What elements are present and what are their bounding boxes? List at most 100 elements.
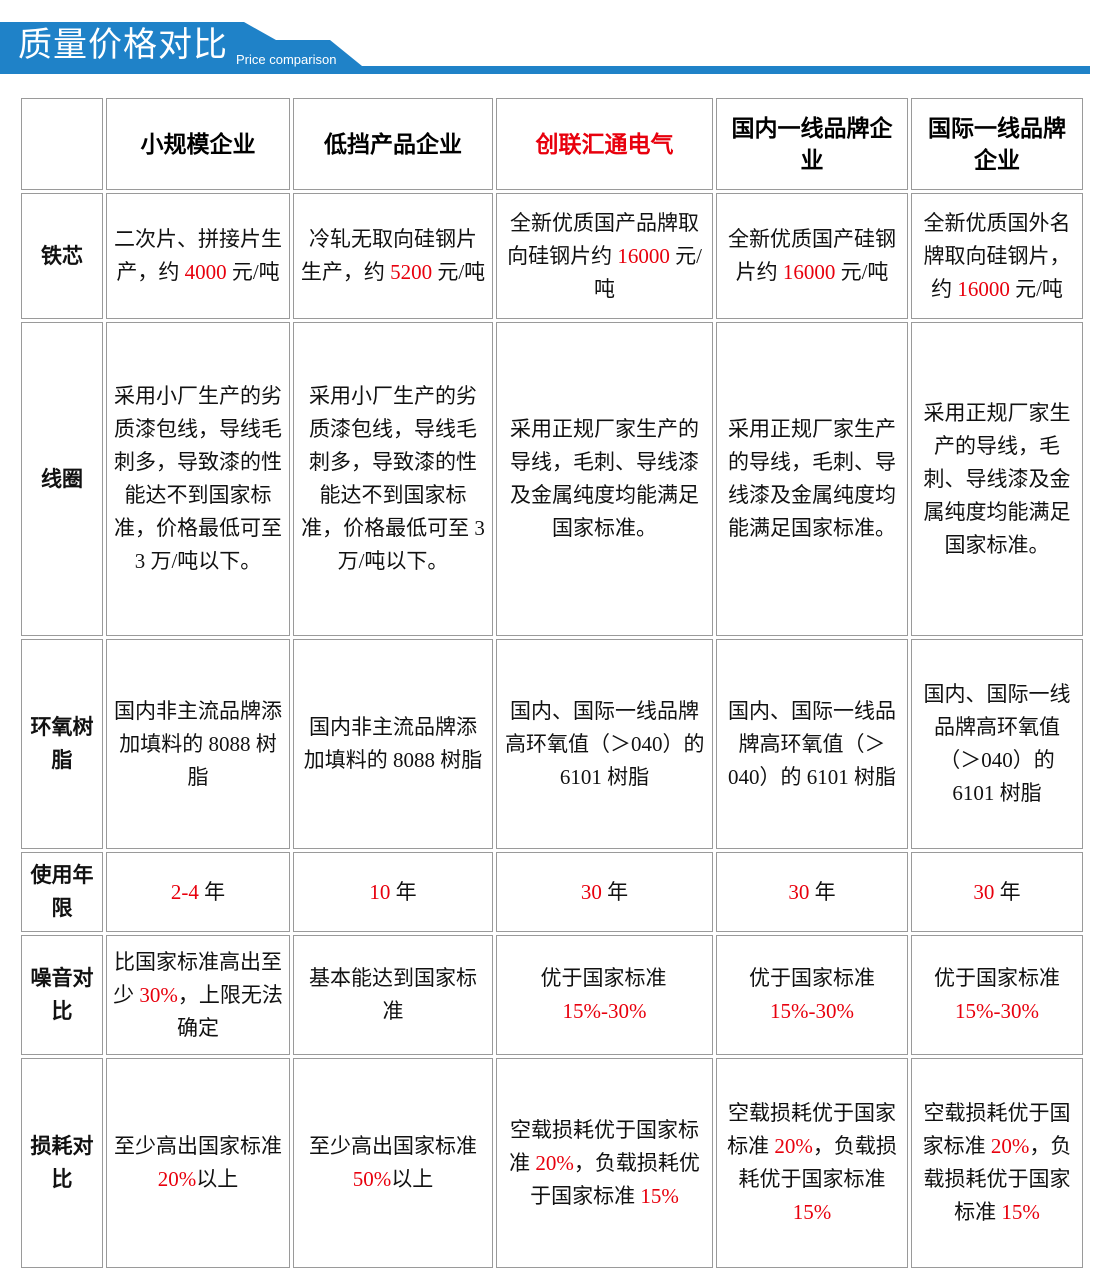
comparison-table-wrap: 小规模企业 低挡产品企业 创联汇通电气 国内一线品牌企业 国际一线品牌企业铁芯 二次片、拼… — [18, 95, 1083, 1271]
header-corner-cell — [21, 98, 103, 190]
table-row: 噪音对比 比国家标准高出至少 30%，上限无法确定 基本能达到国家标准 优于国家标准 … — [21, 935, 1083, 1055]
cell-text: 优于国家标准 15%-30% — [749, 966, 875, 1023]
table-cell: 优于国家标准 15%-30% — [716, 935, 908, 1055]
table-cell: 基本能达到国家标准 — [293, 935, 493, 1055]
cell-text: 基本能达到国家标准 — [309, 966, 477, 1023]
highlighted-value: 20% — [535, 1150, 574, 1175]
table-cell: 国内、国际一线品牌高环氧值（＞040）的 6101 树脂 — [496, 639, 713, 849]
highlighted-value: 10 — [369, 879, 391, 904]
table-cell: 国内、国际一线品牌高环氧值（＞040）的 6101 树脂 — [716, 639, 908, 849]
cell-text: 空载损耗优于国家标准 20%，负载损耗优于国家标准 15% — [507, 1116, 702, 1209]
column-header-label: 国际一线品牌企业 — [928, 115, 1066, 173]
highlighted-value: 15%-30% — [562, 999, 647, 1023]
row-label: 线圈 — [21, 322, 103, 636]
table-cell: 2-4 年 — [106, 852, 290, 932]
table-cell: 全新优质国产品牌取向硅钢片约 16000 元/吨 — [496, 193, 713, 319]
column-header-1: 小规模企业 — [106, 98, 290, 190]
cell-text: 30 年 — [578, 878, 631, 905]
cell-text: 空载损耗优于国家标准 20%，负载损耗优于国家标准 15% — [922, 1101, 1072, 1224]
comparison-table: 小规模企业 低挡产品企业 创联汇通电气 国内一线品牌企业 国际一线品牌企业铁芯 二次片、拼… — [18, 95, 1086, 1271]
highlighted-value: 30% — [139, 982, 178, 1007]
table-cell: 全新优质国外名牌取向硅钢片，约 16000 元/吨 — [911, 193, 1083, 319]
column-header-3: 创联汇通电气 — [496, 98, 713, 190]
cell-text: 全新优质国产硅钢片约 16000 元/吨 — [728, 227, 896, 284]
table-cell: 空载损耗优于国家标准 20%，负载损耗优于国家标准 15% — [716, 1058, 908, 1268]
highlighted-value: 16000 — [782, 260, 836, 284]
column-header-label: 低挡产品企业 — [324, 131, 462, 157]
highlighted-value: 30 — [973, 879, 995, 904]
highlighted-value: 15%-30% — [770, 999, 854, 1023]
table-cell: 采用正规厂家生产的导线，毛刺、导线漆及金属纯度均能满足国家标准。 — [911, 322, 1083, 636]
cell-text: 国内、国际一线品牌高环氧值（＞040）的 6101 树脂 — [728, 698, 896, 789]
highlighted-value: 50% — [352, 1167, 392, 1191]
cell-text: 采用正规厂家生产的导线，毛刺、导线漆及金属纯度均能满足国家标准。 — [728, 417, 896, 540]
cell-text: 30 年 — [973, 879, 1021, 904]
table-cell: 优于国家标准 15%-30% — [911, 935, 1083, 1055]
table-cell: 国内非主流品牌添加填料的 8088 树脂 — [293, 639, 493, 849]
table-cell: 国内非主流品牌添加填料的 8088 树脂 — [106, 639, 290, 849]
cell-text: 30 年 — [788, 879, 836, 904]
table-cell: 国内、国际一线品牌高环氧值（＞040）的 6101 树脂 — [911, 639, 1083, 849]
table-cell: 采用小厂生产的劣质漆包线，导线毛刺多，导致漆的性能达不到国家标准，价格最低可至 … — [293, 322, 493, 636]
table-row: 使用年限 2-4 年 10 年 30 年 30 年 30 年 — [21, 852, 1083, 932]
table-cell: 比国家标准高出至少 30%，上限无法确定 — [106, 935, 290, 1055]
column-header-label: 创联汇通电气 — [533, 130, 676, 158]
table-cell: 冷轧无取向硅钢片生产，约 5200 元/吨 — [293, 193, 493, 319]
table-cell: 采用小厂生产的劣质漆包线，导线毛刺多，导致漆的性能达不到国家标准，价格最低可至 … — [106, 322, 290, 636]
column-header-4: 国内一线品牌企业 — [716, 98, 908, 190]
cell-text: 至少高出国家标准 20%以上 — [114, 1134, 282, 1191]
cell-text: 全新优质国产品牌取向硅钢片约 16000 元/吨 — [505, 209, 704, 302]
highlighted-value: 20% — [157, 1167, 197, 1191]
table-row: 环氧树脂 国内非主流品牌添加填料的 8088 树脂 国内非主流品牌添加填料的 808… — [21, 639, 1083, 849]
banner-subtitle: Price comparison — [236, 52, 337, 67]
highlighted-value: 20% — [774, 1134, 813, 1158]
cell-text: 采用小厂生产的劣质漆包线，导线毛刺多，导致漆的性能达不到国家标准，价格最低可至 … — [114, 384, 282, 573]
cell-text: 10 年 — [369, 879, 417, 904]
row-label: 铁芯 — [21, 193, 103, 319]
cell-text: 优于国家标准 15%-30% — [538, 965, 669, 1024]
highlighted-value: 30 — [580, 879, 602, 904]
row-label: 噪音对比 — [21, 935, 103, 1055]
highlighted-value: 5200 — [390, 260, 433, 284]
table-cell: 10 年 — [293, 852, 493, 932]
highlighted-value: 16000 — [957, 276, 1010, 301]
row-label: 损耗对比 — [21, 1058, 103, 1268]
table-cell: 二次片、拼接片生产，约 4000 元/吨 — [106, 193, 290, 319]
table-cell: 30 年 — [911, 852, 1083, 932]
table-row: 铁芯 二次片、拼接片生产，约 4000 元/吨 冷轧无取向硅钢片生产，约 5200 … — [21, 193, 1083, 319]
highlighted-value: 15% — [1001, 1200, 1040, 1224]
highlighted-value: 20% — [990, 1134, 1030, 1158]
table-cell: 全新优质国产硅钢片约 16000 元/吨 — [716, 193, 908, 319]
page-banner: 质量价格对比 Price comparison — [0, 0, 1100, 95]
highlighted-value: 15% — [640, 1183, 679, 1208]
cell-text: 至少高出国家标准 50%以上 — [309, 1134, 477, 1191]
banner-title: 质量价格对比 — [18, 26, 228, 64]
table-cell: 优于国家标准 15%-30% — [496, 935, 713, 1055]
table-cell: 空载损耗优于国家标准 20%，负载损耗优于国家标准 15% — [911, 1058, 1083, 1268]
cell-text: 比国家标准高出至少 30%，上限无法确定 — [113, 949, 283, 1040]
cell-text: 国内、国际一线品牌高环氧值（＞040）的 6101 树脂 — [503, 697, 707, 790]
table-cell: 30 年 — [716, 852, 908, 932]
column-header-label: 小规模企业 — [140, 131, 256, 157]
cell-text: 二次片、拼接片生产，约 4000 元/吨 — [114, 227, 282, 284]
highlighted-value: 15% — [792, 1200, 832, 1224]
cell-text: 采用正规厂家生产的导线，毛刺、导线漆及金属纯度均能满足国家标准。 — [923, 400, 1071, 557]
highlighted-value: 2-4 — [170, 879, 199, 904]
cell-text: 冷轧无取向硅钢片生产，约 5200 元/吨 — [300, 227, 486, 284]
cell-text: 采用小厂生产的劣质漆包线，导线毛刺多，导致漆的性能达不到国家标准，价格最低可至 … — [301, 384, 485, 573]
table-cell: 空载损耗优于国家标准 20%，负载损耗优于国家标准 15% — [496, 1058, 713, 1268]
cell-text: 国内、国际一线品牌高环氧值（＞040）的 6101 树脂 — [923, 682, 1071, 805]
table-row: 损耗对比 至少高出国家标准 20%以上 至少高出国家标准 50%以上 空载损耗优于国家… — [21, 1058, 1083, 1268]
table-cell: 30 年 — [496, 852, 713, 932]
cell-text: 2-4 年 — [170, 879, 226, 904]
cell-text: 优于国家标准 15%-30% — [934, 966, 1060, 1023]
cell-text: 全新优质国外名牌取向硅钢片，约 16000 元/吨 — [923, 210, 1071, 301]
highlighted-value: 4000 — [184, 260, 227, 284]
table-header-row: 小规模企业 低挡产品企业 创联汇通电气 国内一线品牌企业 国际一线品牌企业 — [21, 98, 1083, 190]
table-cell: 至少高出国家标准 20%以上 — [106, 1058, 290, 1268]
column-header-5: 国际一线品牌企业 — [911, 98, 1083, 190]
cell-text: 国内非主流品牌添加填料的 8088 树脂 — [303, 715, 483, 772]
cell-text: 国内非主流品牌添加填料的 8088 树脂 — [114, 698, 282, 789]
table-cell: 采用正规厂家生产的导线，毛刺、导线漆及金属纯度均能满足国家标准。 — [716, 322, 908, 636]
row-label: 使用年限 — [21, 852, 103, 932]
